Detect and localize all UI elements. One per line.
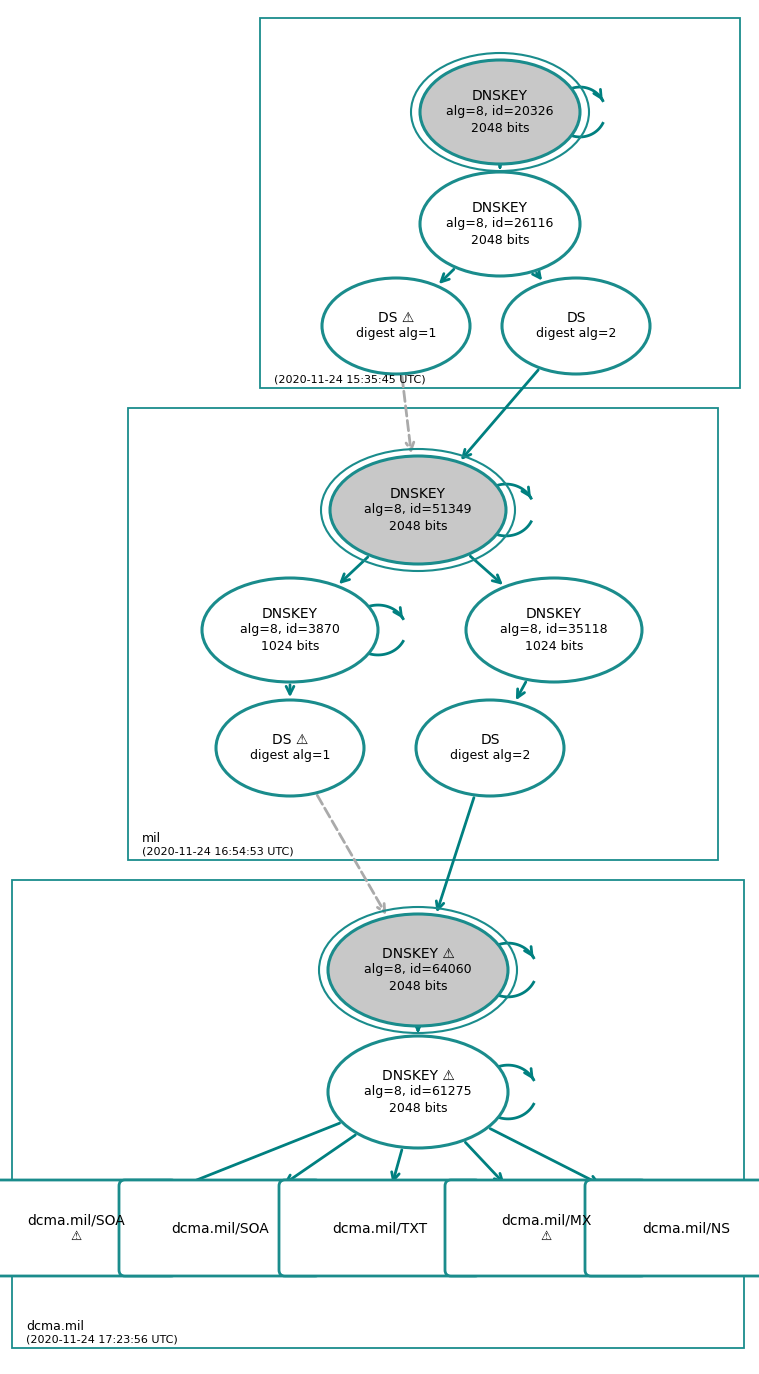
Bar [12,879,744,1348]
Text: dcma.mil/SOA: dcma.mil/SOA [27,1213,125,1227]
Text: alg=8, id=35118: alg=8, id=35118 [500,624,608,636]
Text: dcma.mil/SOA: dcma.mil/SOA [171,1221,269,1235]
Text: alg=8, id=20326: alg=8, id=20326 [446,106,554,118]
Ellipse shape [328,914,508,1026]
Ellipse shape [420,60,580,164]
Text: dcma.mil/TXT: dcma.mil/TXT [332,1221,427,1235]
Text: 2048 bits: 2048 bits [471,121,529,135]
Text: DNSKEY: DNSKEY [472,89,528,103]
Text: digest alg=2: digest alg=2 [450,749,531,763]
FancyBboxPatch shape [279,1180,481,1276]
Text: alg=8, id=61275: alg=8, id=61275 [364,1085,472,1098]
Text: digest alg=1: digest alg=1 [250,749,330,763]
Text: ⚠: ⚠ [540,1230,552,1242]
Text: 1024 bits: 1024 bits [261,639,320,653]
Text: DNSKEY: DNSKEY [472,201,528,214]
Text: dcma.mil/MX: dcma.mil/MX [501,1213,591,1227]
Text: 2048 bits: 2048 bits [389,980,447,992]
Text: dcma.mil/NS: dcma.mil/NS [642,1221,730,1235]
Ellipse shape [330,456,506,563]
Bar [260,18,740,387]
Ellipse shape [416,699,564,796]
Bar [128,408,718,860]
Text: (2020-11-24 15:35:45 UTC): (2020-11-24 15:35:45 UTC) [274,374,426,383]
Text: (2020-11-24 16:54:53 UTC): (2020-11-24 16:54:53 UTC) [142,846,294,856]
Text: DS ⚠: DS ⚠ [272,732,308,747]
Text: digest alg=1: digest alg=1 [356,327,436,341]
FancyBboxPatch shape [119,1180,321,1276]
Text: DS: DS [480,732,499,747]
Text: dcma.mil: dcma.mil [26,1320,84,1333]
Text: (2020-11-24 17:23:56 UTC): (2020-11-24 17:23:56 UTC) [26,1334,178,1344]
Text: DNSKEY: DNSKEY [526,607,582,621]
Ellipse shape [216,699,364,796]
Text: DS ⚠: DS ⚠ [378,311,414,326]
Ellipse shape [420,172,580,276]
Ellipse shape [202,578,378,682]
Text: alg=8, id=3870: alg=8, id=3870 [240,624,340,636]
Text: DNSKEY: DNSKEY [262,607,318,621]
Text: 2048 bits: 2048 bits [389,519,447,533]
Text: 1024 bits: 1024 bits [524,639,583,653]
Ellipse shape [322,278,470,374]
Text: alg=8, id=51349: alg=8, id=51349 [364,503,472,517]
Ellipse shape [502,278,650,374]
Text: DNSKEY: DNSKEY [390,486,446,502]
Text: mil: mil [142,833,161,845]
Text: 2048 bits: 2048 bits [471,234,529,246]
Text: DNSKEY ⚠: DNSKEY ⚠ [382,947,455,960]
Text: alg=8, id=26116: alg=8, id=26116 [446,217,553,231]
Text: DNSKEY ⚠: DNSKEY ⚠ [382,1069,455,1083]
FancyBboxPatch shape [445,1180,647,1276]
Ellipse shape [466,578,642,682]
Text: DS: DS [566,311,586,326]
Ellipse shape [328,1036,508,1149]
FancyBboxPatch shape [585,1180,759,1276]
Text: 2048 bits: 2048 bits [389,1102,447,1114]
Text: digest alg=2: digest alg=2 [536,327,616,341]
FancyBboxPatch shape [0,1180,177,1276]
Text: ⚠: ⚠ [71,1230,82,1242]
Text: alg=8, id=64060: alg=8, id=64060 [364,963,472,977]
